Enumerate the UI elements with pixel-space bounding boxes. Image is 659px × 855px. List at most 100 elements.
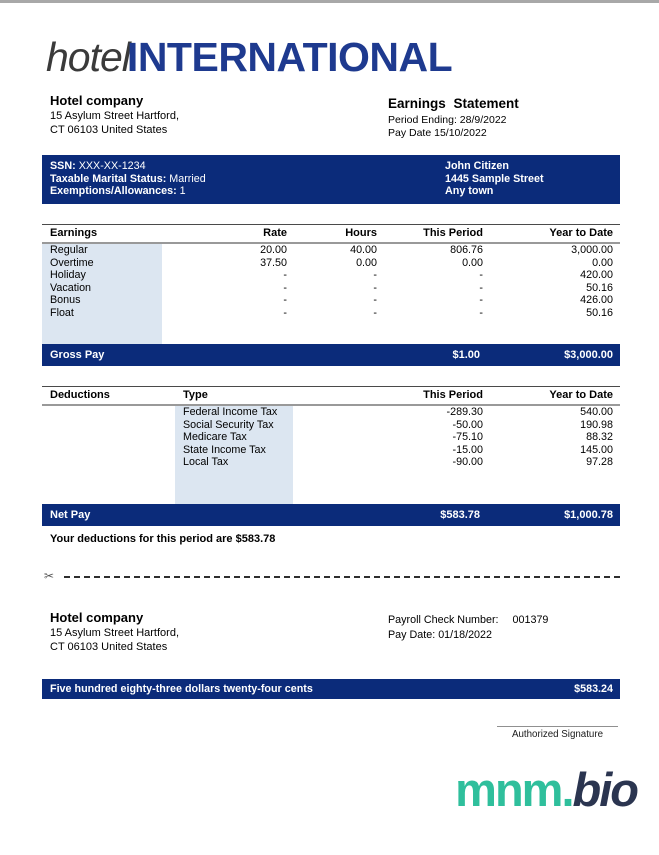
- gross-pay-label: Gross Pay: [50, 349, 105, 361]
- table-row: Float - - - 50.16: [42, 307, 620, 320]
- earnings-row-label: Bonus: [50, 294, 81, 306]
- earnings-row-this-period: -: [479, 281, 483, 294]
- payroll-check-number-line: Payroll Check Number: 001379: [388, 613, 548, 628]
- deduction-type: Medicare Tax: [183, 431, 247, 443]
- deductions-row-spacer: [42, 406, 175, 419]
- marital-status-label: Taxable Marital Status:: [50, 172, 167, 185]
- deductions-table-body: Federal Income Tax -289.30 540.00 Social…: [42, 406, 620, 505]
- deductions-header-ytd: Year to Date: [549, 389, 613, 401]
- employer-name: Hotel company: [50, 93, 144, 108]
- earnings-row-ytd: 0.00: [592, 256, 613, 269]
- earnings-row-hours: -: [373, 281, 377, 294]
- check-amount-bar: Five hundred eighty-three dollars twenty…: [42, 679, 620, 699]
- deduction-type: State Income Tax: [183, 443, 266, 456]
- deduction-ytd: 190.98: [580, 418, 613, 431]
- deduction-ytd: 97.28: [586, 456, 613, 468]
- deduction-type: Social Security Tax: [183, 418, 274, 431]
- cut-line: ✂: [44, 570, 620, 582]
- table-row: Medicare Tax -75.10 88.32: [42, 431, 620, 444]
- gross-pay-bar: Gross Pay $1.00 $3,000.00: [42, 344, 620, 366]
- deductions-table: Deductions Type This Period Year to Date…: [42, 386, 620, 505]
- net-pay-ytd: $1,000.78: [564, 509, 613, 521]
- deductions-row-spacer: [42, 431, 175, 444]
- statement-pay-date: Pay Date 15/10/2022: [388, 127, 487, 139]
- deduction-this-period: -289.30: [446, 406, 483, 418]
- employer-address-block: Hotel company 15 Asylum Street Hartford,…: [50, 93, 179, 137]
- employer-address-line1: 15 Asylum Street Hartford,: [50, 110, 179, 122]
- earnings-row-rate: -: [283, 294, 287, 306]
- authorized-signature-line: Authorized Signature: [497, 726, 618, 740]
- deduction-type: Local Tax: [183, 456, 229, 468]
- mnm-logo-text: mnm.: [455, 763, 574, 816]
- earnings-table: Earnings Rate Hours This Period Year to …: [42, 224, 620, 344]
- earnings-row-hours: 0.00: [356, 256, 377, 269]
- earnings-header-label: Earnings: [50, 227, 98, 239]
- deductions-row-spacer: [42, 419, 175, 432]
- deduction-this-period: -90.00: [452, 456, 483, 468]
- earnings-row-rate: -: [283, 281, 287, 294]
- earnings-row-label: Holiday: [50, 269, 86, 281]
- earnings-row-this-period: -: [479, 269, 483, 281]
- check-employer-address-block: Hotel company 15 Asylum Street Hartford,…: [50, 610, 179, 654]
- bio-logo-text: bio: [572, 763, 639, 816]
- exemptions-label: Exemptions/Allowances:: [50, 185, 177, 197]
- deduction-this-period: -75.10: [452, 431, 483, 443]
- earnings-row-rate: -: [283, 269, 287, 281]
- earnings-table-body: Regular 20.00 40.00 806.76 3,000.00 Over…: [42, 244, 620, 344]
- earnings-header-this-period: This Period: [423, 227, 483, 239]
- earnings-row-rate: 37.50: [260, 256, 287, 269]
- earnings-row-hours: -: [373, 269, 377, 281]
- employee-tax-info: SSN: XXX-XX-1234 Taxable Marital Status: M…: [50, 160, 206, 198]
- logo-international-text: INTERNATIONAL: [126, 34, 453, 80]
- table-row: Overtime 37.50 0.00 0.00 0.00: [42, 257, 620, 270]
- earnings-row-this-period: 806.76: [450, 244, 483, 256]
- deductions-header-this-period: This Period: [423, 389, 483, 401]
- earnings-row-rate: -: [283, 306, 287, 319]
- table-row: Holiday - - - 420.00: [42, 269, 620, 282]
- deduction-ytd: 88.32: [586, 431, 613, 443]
- payroll-check-number-value: 001379: [512, 614, 549, 626]
- earnings-table-header: Earnings Rate Hours This Period Year to …: [42, 224, 620, 244]
- earnings-label-column-highlight: [42, 244, 162, 344]
- hotel-international-logo: hotelINTERNATIONAL: [46, 34, 453, 81]
- earnings-row-label: Regular: [50, 244, 88, 256]
- employee-address-block: John Citizen 1445 Sample Street Any town: [445, 160, 544, 198]
- payroll-check-number-label: Payroll Check Number:: [388, 614, 499, 626]
- deductions-header-label: Deductions: [50, 389, 110, 401]
- deductions-row-spacer: [42, 444, 175, 457]
- ssn-label: SSN:: [50, 160, 76, 172]
- earnings-row-this-period: 0.00: [462, 256, 483, 269]
- employee-address-line1: 1445 Sample Street: [445, 172, 544, 185]
- earnings-header-ytd: Year to Date: [549, 227, 613, 239]
- table-row: Regular 20.00 40.00 806.76 3,000.00: [42, 244, 620, 257]
- earnings-row-rate: 20.00: [260, 244, 287, 256]
- check-employer-address-line2: CT 06103 United States: [50, 640, 168, 653]
- deductions-type-column-highlight: [175, 406, 293, 505]
- exemptions-line: Exemptions/Allowances: 1: [50, 185, 206, 198]
- statement-header-block: Earnings Statement Period Ending: 28/9/2…: [388, 96, 519, 140]
- deduction-type: Federal Income Tax: [183, 406, 278, 418]
- earnings-row-this-period: -: [479, 306, 483, 319]
- check-pay-date: Pay Date: 01/18/2022: [388, 629, 492, 641]
- window-top-edge: [0, 0, 659, 3]
- period-ending: Period Ending: 28/9/2022: [388, 114, 507, 126]
- earnings-row-label: Vacation: [50, 281, 92, 294]
- deduction-ytd: 540.00: [580, 406, 613, 418]
- deductions-header-type: Type: [183, 389, 208, 401]
- employee-address-line2: Any town: [445, 185, 494, 197]
- earnings-header-hours: Hours: [345, 227, 377, 239]
- table-row: Federal Income Tax -289.30 540.00: [42, 406, 620, 419]
- marital-status-value: Married: [169, 172, 206, 185]
- statement-title: Earnings Statement: [388, 96, 519, 111]
- deductions-note: Your deductions for this period are $583…: [50, 533, 276, 545]
- deduction-this-period: -15.00: [452, 443, 483, 456]
- check-details-block: Payroll Check Number: 001379 Pay Date: 0…: [388, 613, 548, 643]
- net-pay-bar: Net Pay $583.78 $1,000.78: [42, 504, 620, 526]
- gross-pay-ytd: $3,000.00: [564, 349, 613, 361]
- earnings-row-hours: -: [373, 294, 377, 306]
- earnings-row-label: Float: [50, 306, 74, 319]
- gross-pay-this-period: $1.00: [452, 349, 480, 361]
- earnings-row-this-period: -: [479, 294, 483, 306]
- table-row: Bonus - - - 426.00: [42, 294, 620, 307]
